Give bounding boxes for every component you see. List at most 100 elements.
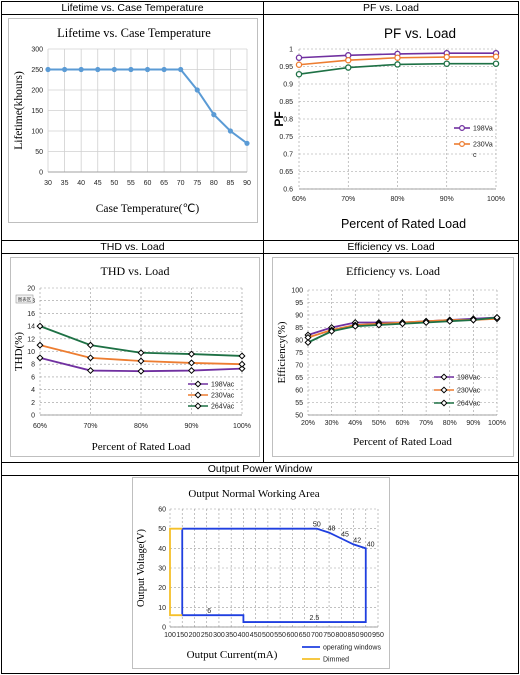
x-tick-label: 40: [77, 180, 85, 187]
efficiency-chart: Efficiency vs. Load 50 55 60 65 70 75 80 85 90 95 1…: [272, 257, 514, 457]
x-tick-label: 450: [250, 632, 262, 639]
x-tick-label: 70%: [419, 420, 433, 427]
data-point: [345, 64, 352, 71]
lifetime-chart: Lifetime vs. Case Temperature 0 50 100 150 20…: [8, 18, 258, 223]
data-point: [187, 350, 196, 358]
x-tick-label: 750: [323, 632, 335, 639]
y-tick-label: 0.9: [283, 82, 293, 89]
data-point: [187, 367, 196, 375]
x-tick-label: 90%: [440, 196, 454, 203]
y-tick-label: 60: [295, 388, 303, 395]
chart-title: THD vs. Load: [101, 264, 170, 278]
y-tick-label: 8: [31, 362, 35, 369]
legend-label: 230Vac: [211, 393, 235, 400]
legend-label: 198Vac: [457, 375, 481, 382]
x-tick-label: 60: [144, 180, 152, 187]
x-tick-label: 350: [225, 632, 237, 639]
data-point: [161, 66, 167, 73]
x-tick-label: 600: [287, 632, 299, 639]
annotation-label: 45: [341, 532, 349, 539]
y-tick-label: 2: [31, 400, 35, 407]
y-tick-label: 0.7: [283, 152, 293, 159]
y-tick-label: 0.85: [279, 99, 293, 106]
data-point: [238, 365, 246, 373]
y-tick-label: 0: [31, 413, 35, 420]
data-point: [492, 53, 500, 60]
y-axis-title: Lifetime(khours): [13, 71, 25, 150]
x-tick-label: 550: [274, 632, 286, 639]
data-point: [295, 61, 303, 69]
y-tick-label: 40: [158, 546, 166, 553]
y-tick-label: 10: [27, 349, 35, 356]
x-tick-label: 45: [94, 180, 102, 187]
chart-title: Efficiency vs. Load: [346, 264, 440, 278]
x-tick-label: 70%: [341, 196, 355, 203]
x-tick-label: 400: [238, 632, 250, 639]
x-tick-label: 500: [262, 632, 274, 639]
y-tick-label: 10: [158, 605, 166, 612]
x-tick-label: 50%: [372, 420, 386, 427]
header-thd: THD vs. Load: [100, 241, 165, 253]
x-tick-label: 100%: [487, 196, 505, 203]
y-tick-label: 0: [39, 170, 43, 177]
y-tick-label: 95: [295, 300, 303, 307]
y-tick-label: 60: [158, 507, 166, 514]
y-tick-label: 20: [27, 286, 35, 293]
x-tick-label: 650: [299, 632, 311, 639]
annotation-label: 6: [207, 608, 211, 615]
annotation-label: 2.5: [310, 615, 320, 622]
legend-marker: [440, 399, 448, 407]
y-axis-title: PF: [272, 111, 286, 126]
header-lifetime: Lifetime vs. Case Temperature: [61, 2, 204, 14]
y-tick-label: 0.95: [279, 64, 293, 71]
data-point: [304, 338, 312, 347]
data-point: [111, 66, 117, 73]
y-tick-label: 0.75: [279, 134, 293, 141]
x-tick-label: 60%: [292, 196, 306, 203]
data-point: [394, 54, 401, 62]
data-point: [295, 54, 303, 62]
y-tick-label: 250: [31, 67, 43, 74]
data-point: [328, 327, 336, 335]
legend-label: 264Vac: [457, 401, 481, 408]
x-tick-label: 90%: [466, 420, 480, 427]
pf-chart: PF vs. Load 0.6 0.65 0.7 0.75 0.8 0.85 0.9 0.95 1…: [268, 18, 513, 236]
y-tick-label: 100: [291, 288, 303, 295]
legend-marker: [194, 380, 202, 388]
y-tick-label: 55: [295, 400, 303, 407]
x-tick-label: 75: [193, 180, 201, 187]
x-tick-label: 35: [61, 180, 69, 187]
data-point: [86, 354, 95, 362]
data-point: [86, 341, 95, 349]
data-point: [36, 341, 44, 349]
x-tick-label: 250: [201, 632, 213, 639]
data-point: [95, 66, 101, 73]
x-tick-label: 20%: [301, 420, 315, 427]
data-point: [295, 70, 303, 78]
y-tick-label: 6: [31, 374, 35, 381]
x-tick-label: 90%: [184, 423, 198, 430]
y-tick-label: 0.65: [279, 169, 293, 176]
legend-marker: [440, 386, 448, 394]
chart-area-badge-label: 图表区: [18, 296, 32, 303]
y-tick-label: 200: [31, 88, 43, 95]
x-tick-label: 40%: [348, 420, 362, 427]
data-point: [351, 322, 359, 330]
y-tick-label: 50: [158, 526, 166, 533]
data-point: [178, 66, 184, 73]
x-tick-label: 900: [360, 632, 372, 639]
x-tick-label: 950: [372, 632, 384, 639]
annotation-label: 40: [367, 541, 375, 548]
y-axis-title: Output Voltage(V): [136, 528, 147, 607]
chart-title: PF vs. Load: [384, 26, 456, 41]
y-tick-label: 1: [289, 47, 293, 54]
legend-label: 198Va: [473, 126, 493, 133]
x-axis-title: Output Current(mA): [187, 649, 278, 661]
x-tick-label: 300: [213, 632, 225, 639]
y-tick-label: 14: [27, 324, 35, 331]
data-point: [422, 318, 430, 327]
x-tick-label: 90: [243, 180, 251, 187]
x-tick-label: 55: [127, 180, 135, 187]
y-tick-label: 50: [35, 149, 43, 156]
